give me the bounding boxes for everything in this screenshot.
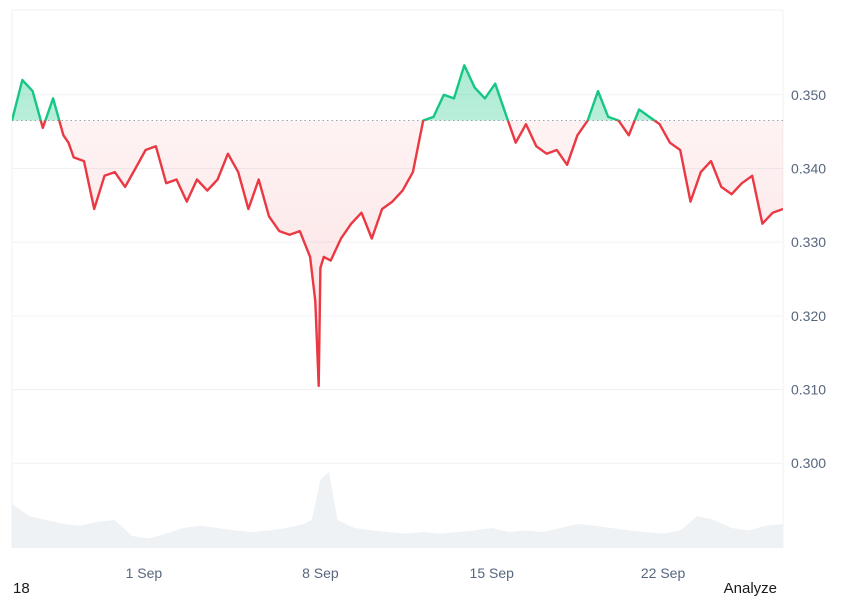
footer-left-label: 18 — [13, 580, 30, 597]
y-tick-label: 0.340 — [791, 160, 826, 176]
x-tick-label: 8 Sep — [302, 565, 339, 581]
x-tick-label: 15 Sep — [470, 565, 515, 581]
y-tick-label: 0.300 — [791, 455, 826, 471]
volume-area — [12, 472, 783, 548]
y-tick-label: 0.310 — [791, 382, 826, 398]
y-tick-label: 0.320 — [791, 308, 826, 324]
x-tick-label: 1 Sep — [126, 565, 163, 581]
analyze-link[interactable]: Analyze — [723, 580, 777, 597]
area-above-baseline — [12, 65, 655, 121]
y-tick-label: 0.330 — [791, 234, 826, 250]
y-tick-label: 0.350 — [791, 87, 826, 103]
x-tick-label: 22 Sep — [641, 565, 686, 581]
price-line-up — [12, 64, 657, 121]
price-line-down — [12, 120, 783, 388]
area-below-baseline — [12, 120, 783, 386]
